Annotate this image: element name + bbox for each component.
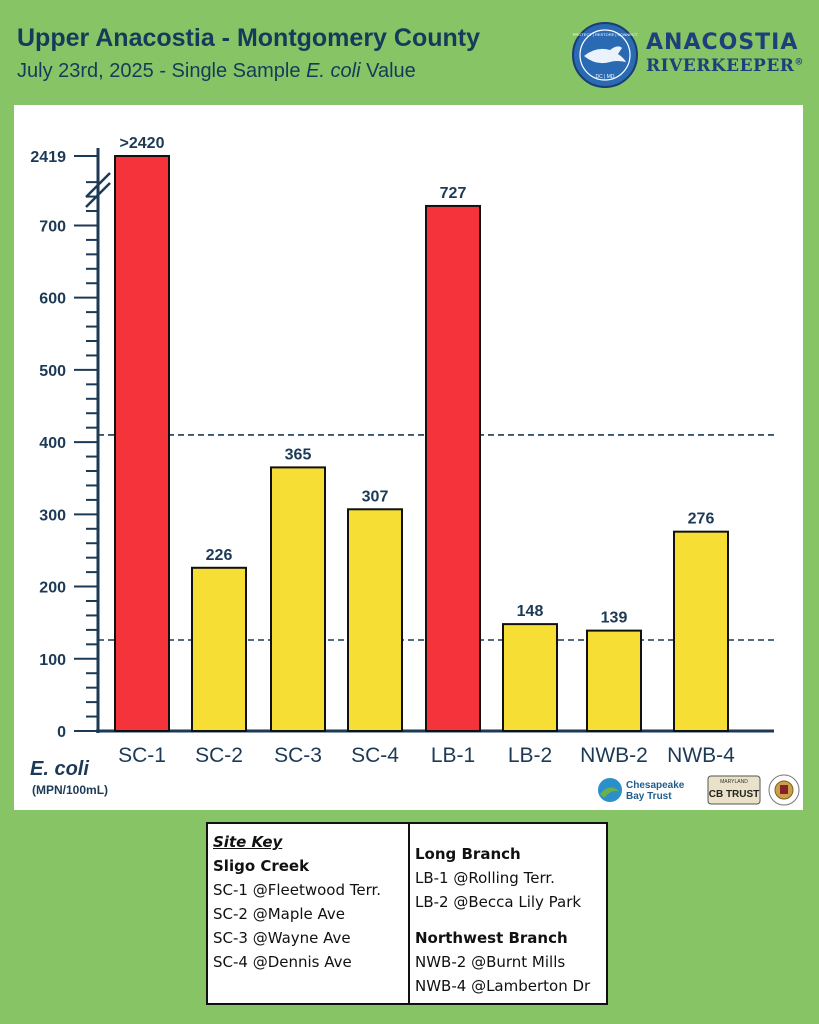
cbt-line-1: Chesapeake [626,780,685,791]
bar-chart: 0 100 200 300 400 500 600 700 2419 >2420 SC-1 226 SC… [30,135,774,797]
site-lb-1: LB-1 @Rolling Terr. [415,869,555,887]
y-tick-label-400: 400 [39,435,66,452]
county-seal-icon [768,774,800,806]
plate-main-text: CB TRUST [709,789,760,800]
site-key: Site Key Sligo Creek SC-1 @Fleetwood Ter… [206,822,608,1005]
site-key-heading: Site Key [213,833,283,851]
value-label-lb-1: 727 [440,185,467,202]
bar-lb-1 [425,204,481,733]
value-label-nwb-4: 276 [688,511,715,528]
axis-break-mark-2 [85,182,111,208]
x-tick-label-sc-1: SC-1 [118,744,166,767]
x-tick-label-sc-3: SC-3 [274,744,322,767]
site-sc-1: SC-1 @Fleetwood Terr. [213,881,382,899]
riverkeeper-badge-icon: PROTECT | RESTORE | CONNECT DC | MD [572,22,638,88]
chart-subtitle: July 23rd, 2025 - Single Sample E. coli … [17,60,416,83]
chesapeake-bay-trust-logo: Chesapeake Bay Trust [598,778,685,802]
x-tick-label-sc-4: SC-4 [351,744,399,767]
site-sc-2: SC-2 @Maple Ave [213,905,346,923]
y-axis-units: (MPN/100mL) [32,783,108,797]
y-tick-label-200: 200 [39,580,66,597]
chart-panel: 0 100 200 300 400 500 600 700 2419 >2420 SC-1 226 SC… [14,105,803,810]
site-sc-3: SC-3 @Wayne Ave [213,929,351,947]
site-key-right-column: Long Branch LB-1 @Rolling Terr. LB-2 @Be… [415,842,590,998]
site-nwb-4: NWB-4 @Lamberton Dr [415,977,591,995]
y-tick-label-0: 0 [57,724,66,741]
site-nwb-2: NWB-2 @Burnt Mills [415,953,566,971]
anacostia-riverkeeper-logo: PROTECT | RESTORE | CONNECT DC | MD ANAC… [572,22,804,88]
value-label-nwb-2: 139 [601,610,628,627]
y-tick-label-500: 500 [39,363,66,380]
badge-bottom-text: DC | MD [595,74,614,80]
chart-title: Upper Anacostia - Montgomery County [17,24,480,52]
y-tick-label-300: 300 [39,507,66,524]
group-northwest-branch: Northwest Branch [415,929,568,947]
y-tick-label-700: 700 [39,218,66,235]
x-tick-label-lb-2: LB-2 [508,744,552,767]
badge-top-text: PROTECT | RESTORE | CONNECT [573,32,638,37]
bar-sc-1 [114,155,170,732]
y-tick-label-2419: 2419 [30,149,66,166]
logo-line-2: RIVERKEEPER® [646,56,804,76]
plate-top-text: MARYLAND [720,779,748,785]
license-plate-logo: MARYLAND CB TRUST [707,775,761,805]
x-tick-label-nwb-2: NWB-2 [580,744,648,767]
x-tick-label-sc-2: SC-2 [195,744,243,767]
bar-lb-2 [502,623,558,732]
x-tick-label-lb-1: LB-1 [431,744,475,767]
bar-sc-4 [347,508,403,732]
y-tick-label-600: 600 [39,291,66,308]
site-sc-4: SC-4 @Dennis Ave [213,953,352,971]
site-key-divider [408,824,410,1003]
subtitle-prefix: July 23rd, 2025 - Single Sample [17,60,307,82]
logo-line-1: ANACOSTIA [646,30,799,55]
y-axis-label: E. coli [30,758,89,780]
logo-line-2-text: RIVERKEEPER [646,56,795,76]
value-label-sc-4: 307 [362,488,389,505]
registered-mark: ® [794,57,804,68]
group-sligo-creek: Sligo Creek [213,857,310,875]
value-label-lb-2: 148 [517,603,544,620]
bar-nwb-4 [673,530,729,732]
site-lb-2: LB-2 @Becca Lily Park [415,893,582,911]
bar-sc-3 [270,466,326,732]
x-tick-label-nwb-4: NWB-4 [667,744,735,767]
axis-break-mark-1 [85,172,111,198]
subtitle-suffix: Value [360,60,416,82]
bar-sc-2 [191,566,247,732]
value-label-sc-2: 226 [206,547,233,564]
sponsor-logo-strip: Chesapeake Bay Trust MARYLAND CB TRUST [598,774,800,806]
y-tick-label-100: 100 [39,652,66,669]
sponsor-logos: Chesapeake Bay Trust MARYLAND CB TRUST [596,772,806,808]
value-label-sc-1: >2420 [120,135,165,152]
bar-nwb-2 [586,629,642,732]
group-spacer [415,914,590,926]
site-key-left-column: Site Key Sligo Creek SC-1 @Fleetwood Ter… [213,830,381,974]
subtitle-emphasis: E. coli [306,60,361,82]
group-long-branch: Long Branch [415,845,521,863]
value-label-sc-3: 365 [285,446,312,463]
cbt-line-2: Bay Trust [626,791,672,802]
